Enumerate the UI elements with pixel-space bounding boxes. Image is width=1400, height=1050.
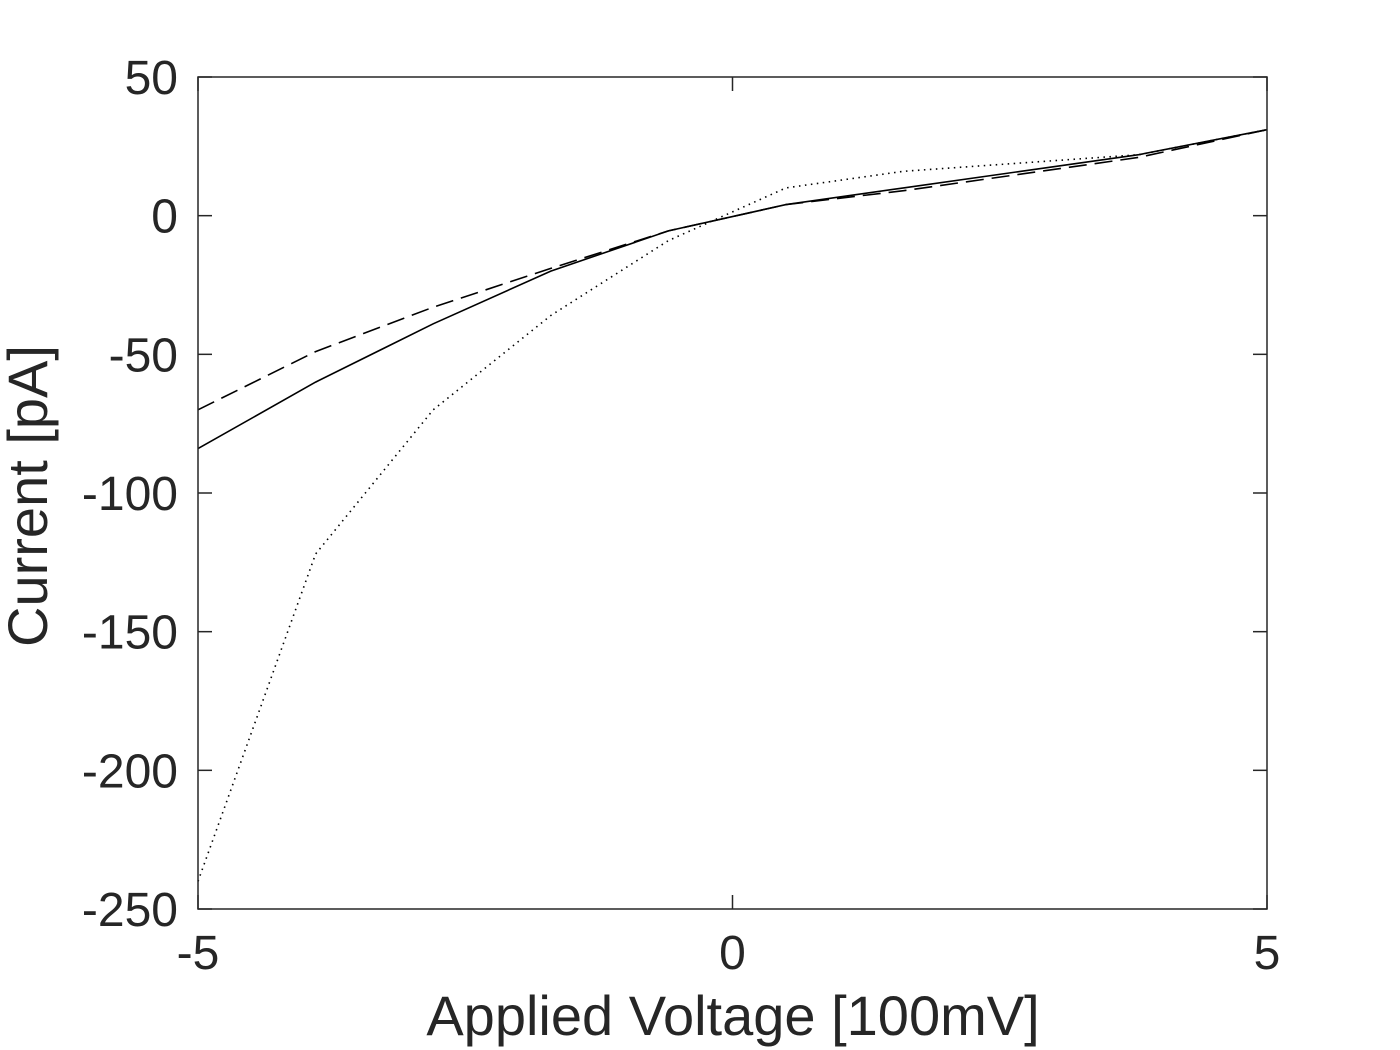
y-tick-label: -100: [82, 468, 178, 521]
y-tick-label: 0: [151, 191, 178, 244]
plot-frame: [197, 76, 1268, 910]
x-tick-label: 5: [1254, 927, 1281, 980]
x-axis-title: Applied Voltage [100mV]: [426, 984, 1039, 1047]
series-layer: [197, 128, 1268, 882]
labels-layer: 500-50-100-150-200-250-5 0 5: [82, 52, 1280, 980]
series-line-dotted: [197, 128, 1268, 882]
series-line-dashed: [197, 128, 1268, 411]
y-tick-label: 50: [125, 52, 178, 105]
x-tick-label: 0: [719, 927, 746, 980]
y-tick-label: -250: [82, 884, 178, 937]
y-tick-label: -200: [82, 745, 178, 798]
x-tick-label: -5: [177, 927, 220, 980]
ticks-layer: [197, 76, 1268, 910]
y-axis-title: Current [pA]: [0, 345, 59, 647]
y-tick-label: -150: [82, 607, 178, 660]
series-line-solid: [197, 128, 1268, 450]
y-tick-label: -50: [109, 329, 178, 382]
